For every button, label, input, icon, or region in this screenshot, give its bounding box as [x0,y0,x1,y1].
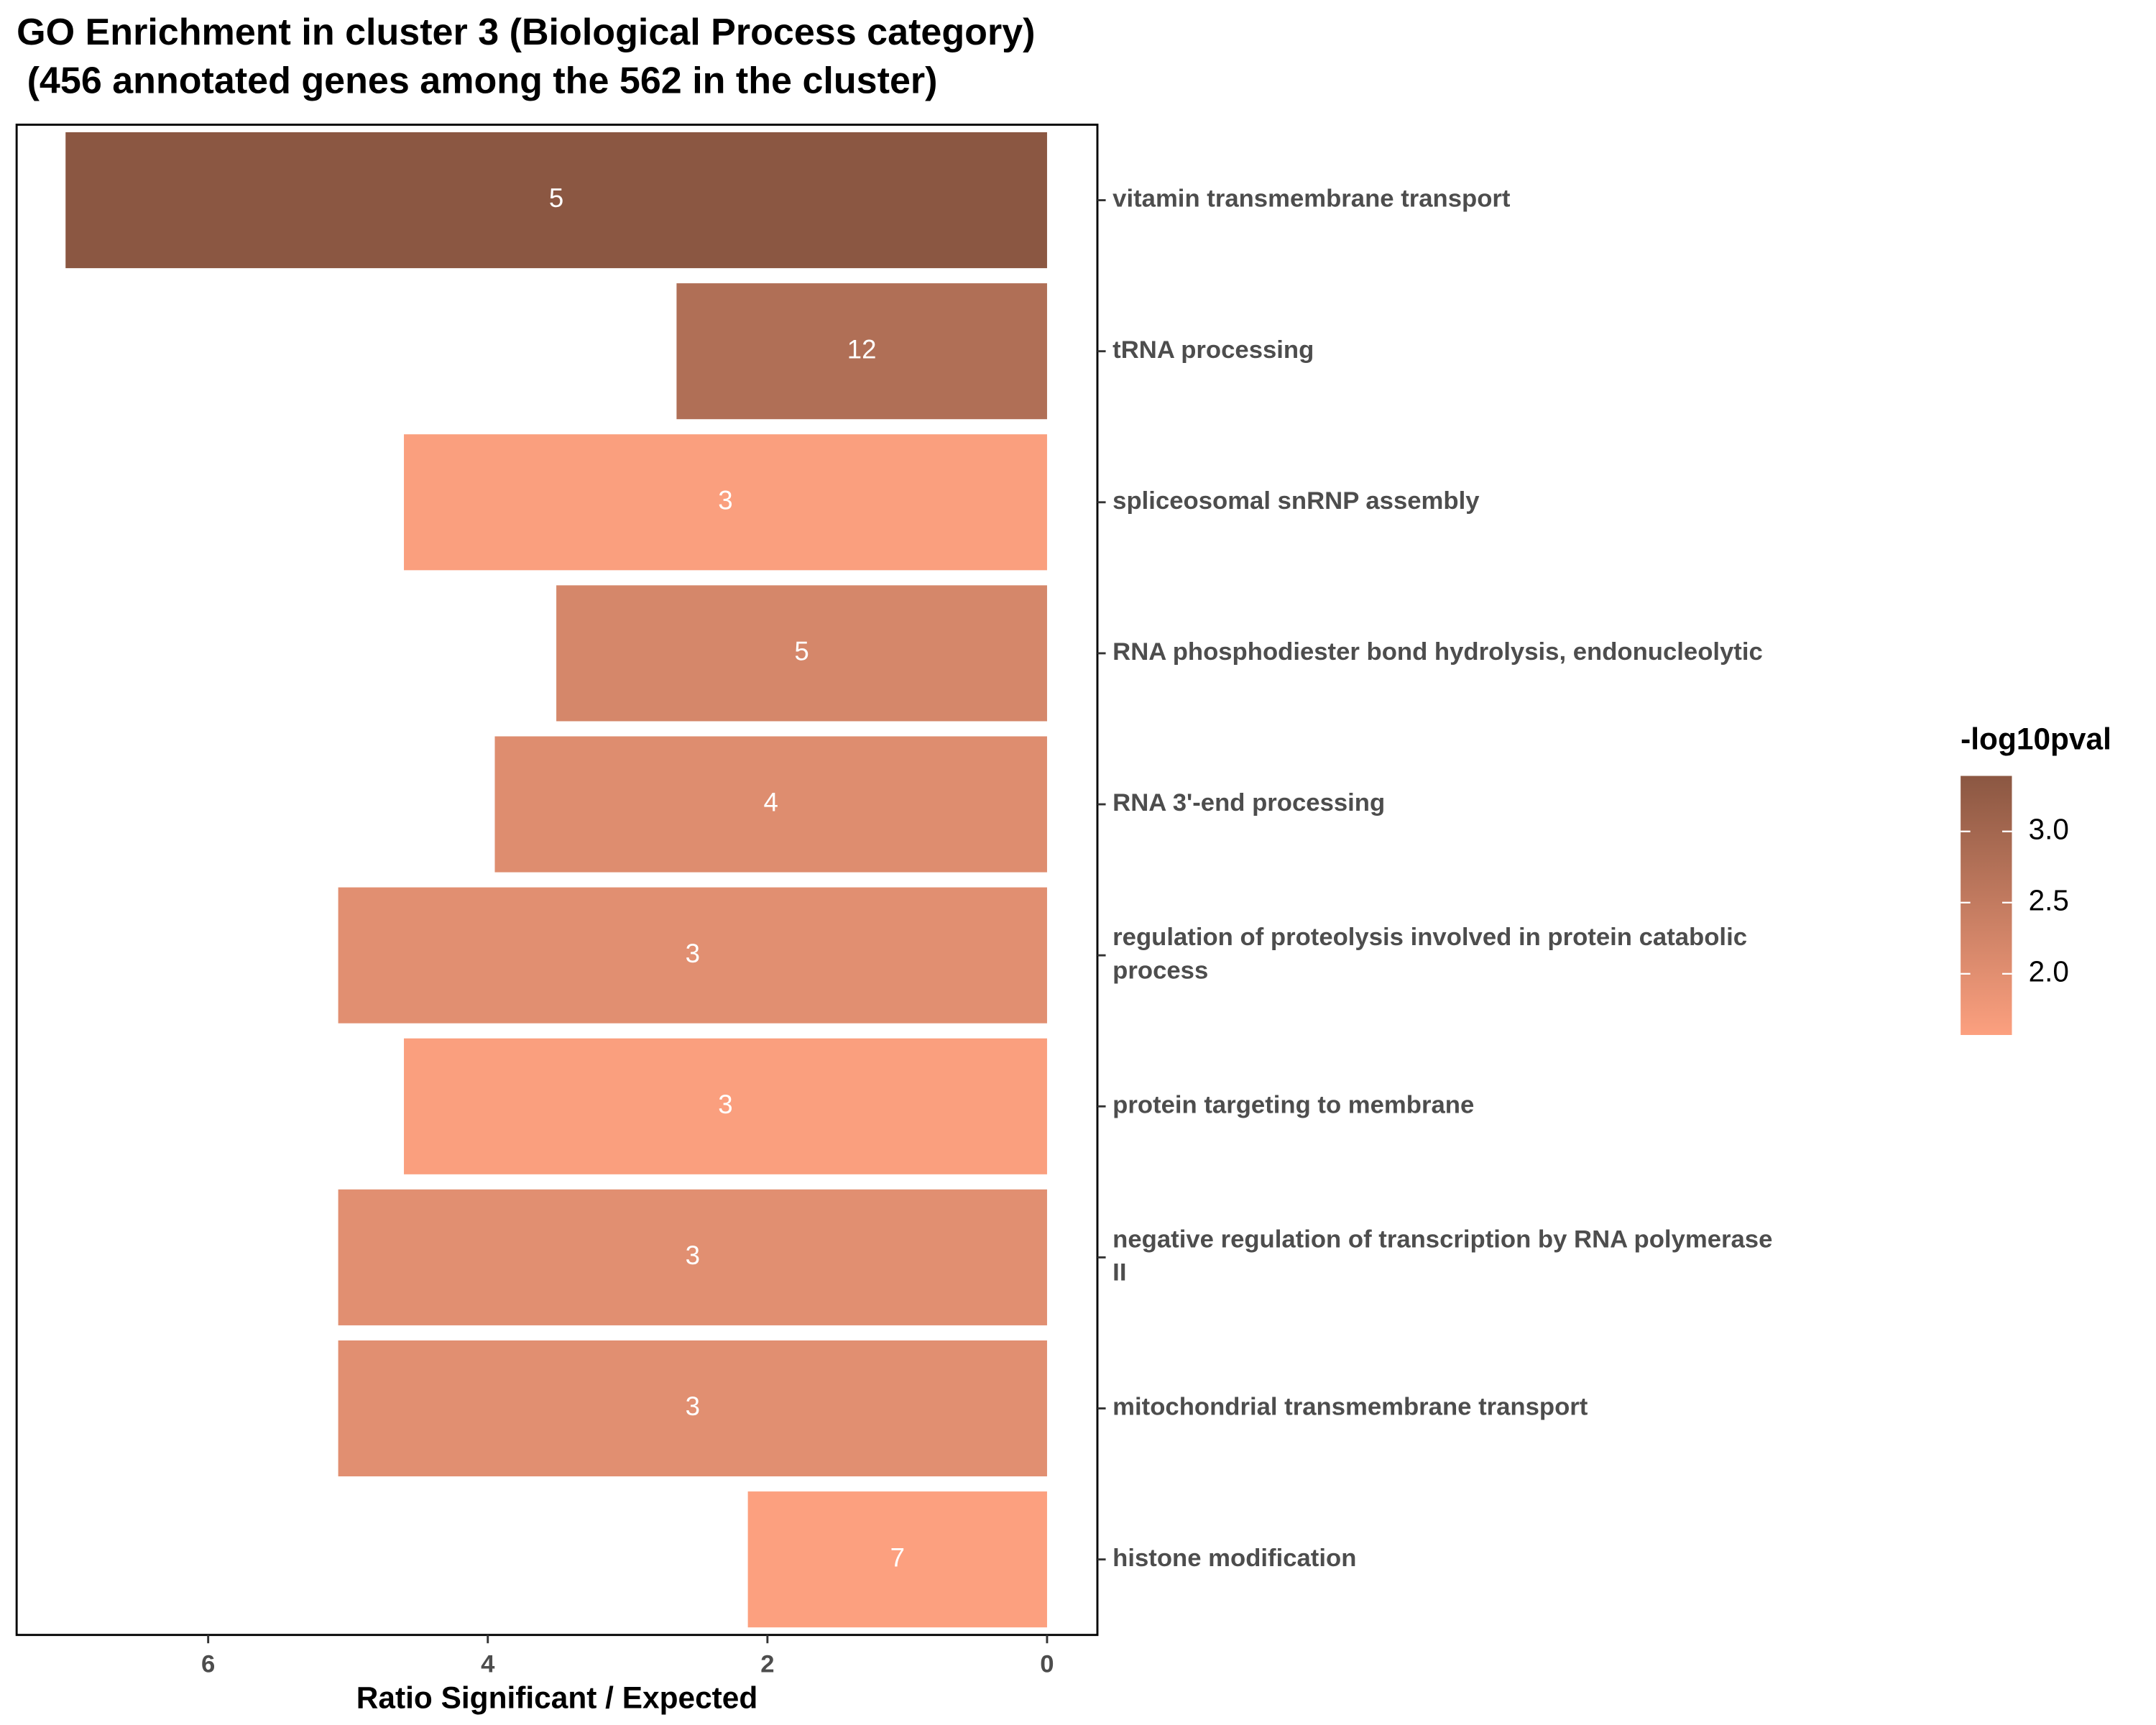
bar-label: 3 [718,1090,732,1119]
y-tick-label: RNA 3'-end processing [1112,789,1385,816]
chart-title: GO Enrichment in cluster 3 (Biological P… [17,12,1035,53]
bar-label: 4 [764,788,778,817]
y-tick-label: spliceosomal snRNP assembly [1112,487,1480,515]
bar [338,887,1047,1024]
colorbar-tick-label: 2.5 [2029,883,2069,916]
bar [556,585,1047,722]
bar-label: 5 [794,637,808,666]
plot-border [15,124,1099,1637]
y-tick-label: histone modification [1112,1545,1356,1572]
bar [404,1038,1047,1174]
y-tick-label: vitamin transmembrane transport [1112,185,1511,213]
colorbar-tick-label: 3.0 [2029,812,2069,845]
bar [747,1491,1047,1628]
y-tick-label: protein targeting to membrane [1112,1091,1474,1118]
y-tick-label: negative regulation of transcription by … [1112,1225,1772,1286]
bar-label: 3 [686,1241,700,1270]
bar-label: 5 [549,183,563,213]
x-tick-label: 6 [201,1650,215,1678]
x-axis-title: Ratio Significant / Expected [356,1681,757,1715]
bar-label: 7 [890,1542,905,1572]
bar [338,1340,1047,1477]
bar-label: 12 [847,334,877,364]
bar-label: 3 [686,1392,700,1421]
bar [676,283,1047,420]
x-tick-label: 2 [760,1650,774,1678]
bar [338,1189,1047,1325]
y-tick-label: mitochondrial transmembrane transport [1112,1394,1588,1421]
y-tick-label: regulation of proteolysis involved in pr… [1112,924,1747,984]
legend-title: -log10pval [1961,722,2111,756]
bar-label: 3 [718,485,732,515]
y-tick-label: RNA phosphodiester bond hydrolysis, endo… [1112,638,1763,666]
bar-label: 3 [686,939,700,968]
bar [404,434,1047,571]
bar [494,736,1047,873]
colorbar-tick-label: 2.0 [2029,955,2069,988]
colorbar [1961,776,2012,1035]
y-tick-label: tRNA processing [1112,336,1314,364]
bar [65,132,1047,269]
chart-subtitle: (456 annotated genes among the 562 in th… [17,60,937,101]
x-tick-label: 4 [481,1650,495,1678]
x-tick-label: 0 [1040,1650,1054,1678]
